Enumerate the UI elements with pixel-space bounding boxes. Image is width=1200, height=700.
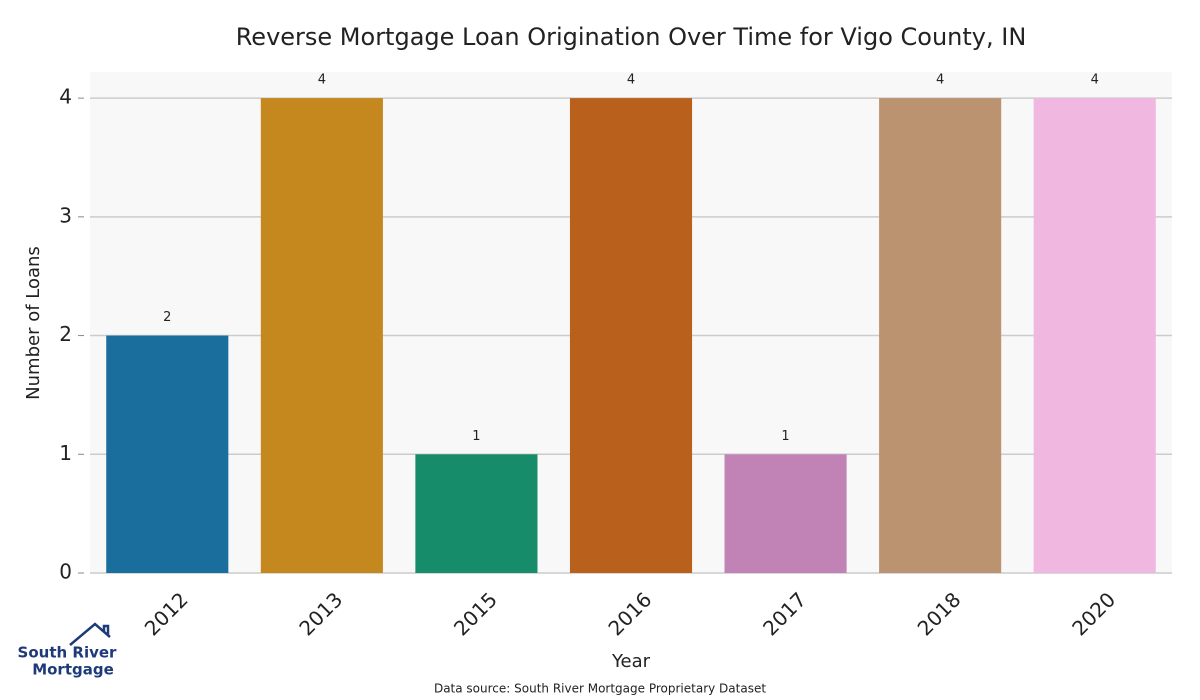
chart-title: Reverse Mortgage Loan Origination Over T… [236,23,1027,51]
x-tick-label: 2012 [140,587,193,640]
logo: South River Mortgage [18,622,118,679]
bar [415,454,538,573]
logo-text: South River [18,644,118,662]
value-label: 1 [781,429,789,444]
bar [879,98,1002,574]
y-tick-label: 3 [59,203,72,227]
value-label: 2 [163,310,171,325]
y-tick-label: 2 [59,322,72,346]
bar [724,454,847,573]
logo-text: Mortgage [32,661,114,679]
x-axis-label: Year [611,651,651,672]
value-label: 4 [627,73,635,88]
x-tick-label: 2017 [758,587,811,640]
y-axis-label: Number of Loans [23,246,44,400]
bar [1033,98,1156,574]
y-tick-label: 4 [59,85,72,109]
x-tick-label: 2015 [449,587,502,640]
value-label: 4 [1091,73,1099,88]
value-label: 4 [936,73,944,88]
y-tick-label: 1 [59,441,72,465]
x-tick-label: 2013 [294,587,347,640]
bar [569,98,693,574]
bar [260,98,383,574]
x-tick-label: 2018 [913,587,966,640]
x-tick-label: 2016 [603,587,656,640]
value-label: 4 [318,73,326,88]
y-tick-label: 0 [59,560,72,584]
source-note: Data source: South River Mortgage Propri… [434,682,766,696]
logo-house [69,622,111,646]
x-tick-label: 2020 [1067,587,1120,640]
bar [106,335,229,573]
value-label: 1 [472,429,480,444]
